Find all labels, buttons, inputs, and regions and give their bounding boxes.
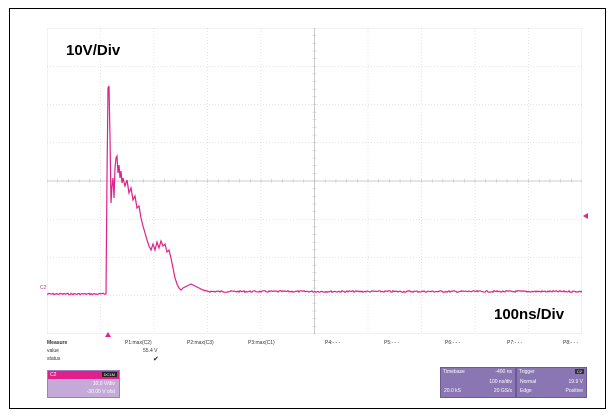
trigger-level-marker-icon[interactable] — [583, 213, 588, 219]
measure-title: Measure — [47, 340, 68, 346]
measure-p7-header[interactable]: P7:- - - — [507, 340, 523, 346]
measure-p1-header[interactable]: P1:max(C2) — [125, 340, 152, 346]
trigger-source-badge: C2 — [574, 369, 584, 374]
screenshot-frame — [9, 8, 606, 409]
timebase-samples: 20.0 kS — [444, 388, 461, 394]
waveform-trace — [46, 85, 583, 296]
channel-ground-marker: C2 — [40, 285, 47, 291]
waveform-grid — [46, 27, 583, 335]
measure-p4-header[interactable]: P4:- - - — [325, 340, 341, 346]
timebase-title: Timebase — [443, 369, 465, 375]
channel-name: C2 — [50, 372, 57, 378]
time-per-div-annotation: 100ns/Div — [494, 306, 565, 323]
trigger-level: 19.9 V — [568, 379, 583, 385]
channel-coupling-badge: DC1M — [101, 372, 117, 377]
timebase-rate: 20 GS/s — [493, 388, 512, 394]
measure-p5-header[interactable]: P5:- - - — [384, 340, 400, 346]
channel-descriptor[interactable]: C2 DC1M 10.0 V/div -30.00 V ofst — [47, 370, 120, 398]
measure-p6-header[interactable]: P6:- - - — [445, 340, 461, 346]
measure-value-label: value — [47, 348, 59, 354]
measure-status-label: status — [47, 356, 61, 362]
trigger-descriptor[interactable]: Trigger C2 Normal 19.9 V Edge Positive — [516, 367, 587, 398]
status-check-icon: ✔ — [153, 356, 159, 363]
trigger-slope: Positive — [565, 388, 583, 394]
measure-table: Measure P1:max(C2) P2:max(C3) P3:max(C1)… — [47, 340, 587, 370]
channel-header: C2 DC1M — [48, 371, 119, 379]
measure-p3-header[interactable]: P3:max(C1) — [248, 340, 275, 346]
waveform-display[interactable] — [46, 27, 583, 335]
trigger-position-marker-icon[interactable] — [105, 332, 111, 337]
volts-per-div-annotation: 10V/Div — [66, 42, 121, 59]
measure-p2-header[interactable]: P2:max(C3) — [187, 340, 214, 346]
timebase-tdiv: 100 ns/div — [489, 379, 512, 385]
trigger-type: Edge — [520, 388, 532, 394]
timebase-descriptor[interactable]: Timebase -400 ns 100 ns/div 20.0 kS 20 G… — [440, 367, 516, 398]
measure-p8-header[interactable]: P8:- - - — [563, 340, 579, 346]
timebase-delay: -400 ns — [495, 369, 512, 375]
channel-offset: -30.00 V ofst — [86, 389, 115, 395]
measure-p1-value: 55.4 V — [143, 348, 158, 354]
channel-vdiv: 10.0 V/div — [92, 381, 115, 387]
trigger-title: Trigger — [519, 369, 535, 375]
trigger-mode: Normal — [520, 379, 537, 385]
